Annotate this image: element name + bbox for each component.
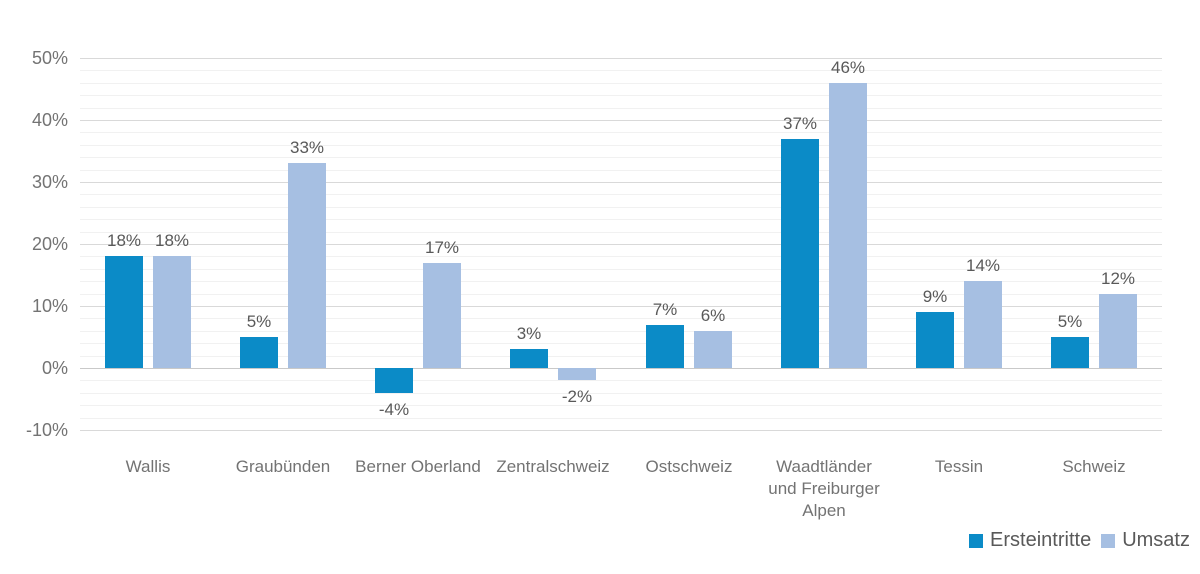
minor-gridline bbox=[80, 70, 1162, 71]
minor-gridline bbox=[80, 157, 1162, 158]
minor-gridline bbox=[80, 256, 1162, 257]
category-label-zentralschweiz: Zentralschweiz bbox=[496, 457, 610, 476]
bar-ersteintritte-tessin bbox=[916, 312, 954, 368]
bar-umsatz-berner-oberland bbox=[423, 263, 461, 368]
minor-gridline bbox=[80, 380, 1162, 381]
minor-gridline bbox=[80, 269, 1162, 270]
y-tick-label-0pct: 0% bbox=[41, 358, 68, 378]
bar-ersteintritte-ostschweiz bbox=[646, 325, 684, 368]
minor-gridline bbox=[80, 281, 1162, 282]
minor-gridline bbox=[80, 343, 1162, 344]
data-label-umsatz-tessin: 14% bbox=[965, 256, 1001, 275]
minor-gridline bbox=[80, 145, 1162, 146]
legend-item-ersteintritte: Ersteintritte bbox=[969, 529, 1091, 552]
data-label-ersteintritte-berner-oberland: -4% bbox=[378, 400, 410, 419]
data-label-umsatz-ostschweiz: 6% bbox=[700, 306, 726, 325]
bar-umsatz-tessin bbox=[964, 281, 1002, 368]
data-label-umsatz-berner-oberland: 17% bbox=[424, 238, 460, 257]
chart-legend: Ersteintritte Umsatz bbox=[969, 529, 1190, 552]
data-label-umsatz-zentralschweiz: -2% bbox=[561, 387, 593, 406]
bar-ersteintritte-waadtländer bbox=[781, 139, 819, 368]
y-tick-label-40pct: 40% bbox=[31, 110, 68, 130]
data-label-umsatz-schweiz: 12% bbox=[1100, 269, 1136, 288]
y-tick-label--10pct: -10% bbox=[25, 420, 68, 440]
category-label-graubünden: Graubünden bbox=[235, 457, 331, 476]
legend-swatch-icon bbox=[1101, 533, 1116, 548]
data-label-umsatz-waadtländer: 46% bbox=[830, 58, 866, 77]
minor-gridline bbox=[80, 232, 1162, 233]
bar-umsatz-ostschweiz bbox=[694, 331, 732, 368]
category-label-wallis: Wallis bbox=[125, 457, 171, 476]
category-label-waadtländer: Waadtländer und Freiburger Alpen bbox=[768, 457, 880, 520]
data-label-ersteintritte-graubünden: 5% bbox=[246, 312, 272, 331]
bar-umsatz-waadtländer bbox=[829, 83, 867, 368]
data-label-ersteintritte-zentralschweiz: 3% bbox=[516, 324, 542, 343]
minor-gridline bbox=[80, 418, 1162, 419]
y-tick-label-10pct: 10% bbox=[31, 296, 68, 316]
minor-gridline bbox=[80, 331, 1162, 332]
major-gridline-40 bbox=[80, 120, 1162, 121]
bar-ersteintritte-wallis bbox=[105, 256, 143, 368]
category-label-schweiz: Schweiz bbox=[1062, 457, 1126, 476]
minor-gridline bbox=[80, 83, 1162, 84]
minor-gridline bbox=[80, 207, 1162, 208]
y-tick-label-30pct: 30% bbox=[31, 172, 68, 192]
legend-swatch-icon bbox=[969, 533, 984, 548]
minor-gridline bbox=[80, 170, 1162, 171]
y-tick-label-20pct: 20% bbox=[31, 234, 68, 254]
category-label-ostschweiz: Ostschweiz bbox=[645, 457, 733, 476]
minor-gridline bbox=[80, 219, 1162, 220]
bar-umsatz-schweiz bbox=[1099, 294, 1137, 368]
data-label-ersteintritte-schweiz: 5% bbox=[1057, 312, 1083, 331]
bar-ersteintritte-zentralschweiz bbox=[510, 349, 548, 368]
bar-ersteintritte-berner-oberland bbox=[375, 368, 413, 393]
major-gridline-30 bbox=[80, 182, 1162, 183]
legend-label: Umsatz bbox=[1122, 529, 1190, 551]
minor-gridline bbox=[80, 108, 1162, 109]
bar-ersteintritte-schweiz bbox=[1051, 337, 1089, 368]
category-label-berner-oberland: Berner Oberland bbox=[355, 457, 481, 476]
bar-ersteintritte-graubünden bbox=[240, 337, 278, 368]
bar-umsatz-zentralschweiz bbox=[558, 368, 596, 380]
minor-gridline bbox=[80, 132, 1162, 133]
minor-gridline bbox=[80, 393, 1162, 394]
data-label-ersteintritte-ostschweiz: 7% bbox=[652, 300, 678, 319]
zero-axis-line bbox=[80, 368, 1162, 369]
major-gridline--10 bbox=[80, 430, 1162, 431]
legend-label: Ersteintritte bbox=[990, 529, 1092, 551]
y-tick-label-50pct: 50% bbox=[31, 48, 68, 68]
data-label-ersteintritte-wallis: 18% bbox=[106, 231, 142, 250]
data-label-ersteintritte-tessin: 9% bbox=[922, 287, 948, 306]
bar-umsatz-wallis bbox=[153, 256, 191, 368]
category-label-tessin: Tessin bbox=[934, 457, 984, 476]
major-gridline-50 bbox=[80, 58, 1162, 59]
data-label-umsatz-wallis: 18% bbox=[154, 231, 190, 250]
data-label-umsatz-graubünden: 33% bbox=[289, 138, 325, 157]
bar-umsatz-graubünden bbox=[288, 163, 326, 368]
minor-gridline bbox=[80, 356, 1162, 357]
major-gridline-10 bbox=[80, 306, 1162, 307]
minor-gridline bbox=[80, 95, 1162, 96]
minor-gridline bbox=[80, 294, 1162, 295]
legend-item-umsatz: Umsatz bbox=[1101, 529, 1190, 552]
data-label-ersteintritte-waadtländer: 37% bbox=[782, 114, 818, 133]
minor-gridline bbox=[80, 194, 1162, 195]
major-gridline-20 bbox=[80, 244, 1162, 245]
minor-gridline bbox=[80, 318, 1162, 319]
minor-gridline bbox=[80, 405, 1162, 406]
